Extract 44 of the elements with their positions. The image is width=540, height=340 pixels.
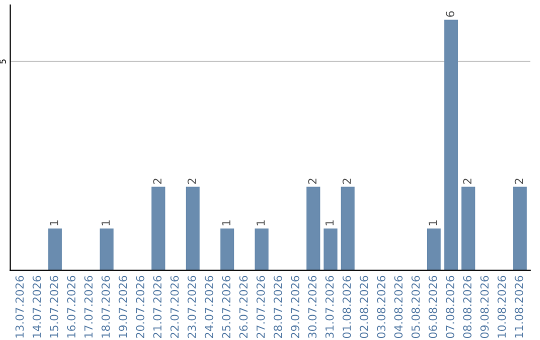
x-tick-label: 25.07.2026 bbox=[222, 276, 230, 338]
x-tick-label: 04.08.2026 bbox=[394, 276, 403, 338]
data-label: 1 bbox=[222, 220, 230, 226]
x-tick-label: 24.07.2026 bbox=[204, 276, 214, 338]
data-label: 1 bbox=[102, 220, 110, 226]
x-tick-label: 11.08.2026 bbox=[514, 276, 524, 338]
x-tick-label: 16.07.2026 bbox=[67, 276, 76, 338]
x-tick-label: 23.07.2026 bbox=[188, 276, 196, 338]
x-tick-label: 29.07.2026 bbox=[290, 276, 300, 338]
data-label: 2 bbox=[153, 178, 162, 184]
data-label: 6 bbox=[446, 11, 454, 17]
x-tick-label: 14.07.2026 bbox=[32, 276, 42, 338]
data-label: 1 bbox=[256, 220, 265, 226]
x-tick-label: 22.07.2026 bbox=[170, 276, 179, 338]
x-tick-label: 09.08.2026 bbox=[480, 276, 489, 338]
data-label: 2 bbox=[514, 178, 524, 184]
x-tick-label: 18.07.2026 bbox=[102, 276, 110, 338]
x-tick-label: 03.08.2026 bbox=[377, 276, 386, 338]
x-tick-label: 31.07.2026 bbox=[325, 276, 334, 338]
data-label: 1 bbox=[428, 220, 437, 226]
data-label: 2 bbox=[308, 178, 316, 184]
y-tick-label: 5 bbox=[0, 60, 6, 64]
x-tick-label: 07.08.2026 bbox=[446, 276, 454, 338]
x-tick-label: 08.08.2026 bbox=[463, 276, 472, 338]
x-tick-label: 26.07.2026 bbox=[239, 276, 248, 338]
x-tick-label: 02.08.2026 bbox=[360, 276, 368, 338]
data-label: 2 bbox=[188, 178, 196, 184]
data-label: 1 bbox=[326, 220, 334, 226]
x-tick-label: 30.07.2026 bbox=[308, 276, 317, 338]
x-tick-label: 15.07.2026 bbox=[50, 276, 58, 338]
x-tick-label: 28.07.2026 bbox=[274, 276, 282, 338]
x-tick-label: 21.07.2026 bbox=[153, 276, 162, 338]
x-tick-label: 05.08.2026 bbox=[411, 276, 420, 338]
x-tick-label: 17.07.2026 bbox=[84, 276, 93, 338]
x-tick-label: 01.08.2026 bbox=[342, 276, 351, 338]
x-tick-label: 10.08.2026 bbox=[498, 276, 506, 338]
x-tick-label: 20.07.2026 bbox=[136, 276, 144, 338]
x-tick-label: 06.08.2026 bbox=[428, 276, 438, 338]
x-tick-label: 19.07.2026 bbox=[118, 276, 128, 338]
x-tick-label: 13.07.2026 bbox=[15, 276, 24, 338]
data-label: 1 bbox=[50, 220, 58, 226]
x-tick-label: 27.07.2026 bbox=[256, 276, 265, 338]
data-label: 2 bbox=[342, 178, 351, 184]
data-label: 2 bbox=[463, 178, 472, 184]
